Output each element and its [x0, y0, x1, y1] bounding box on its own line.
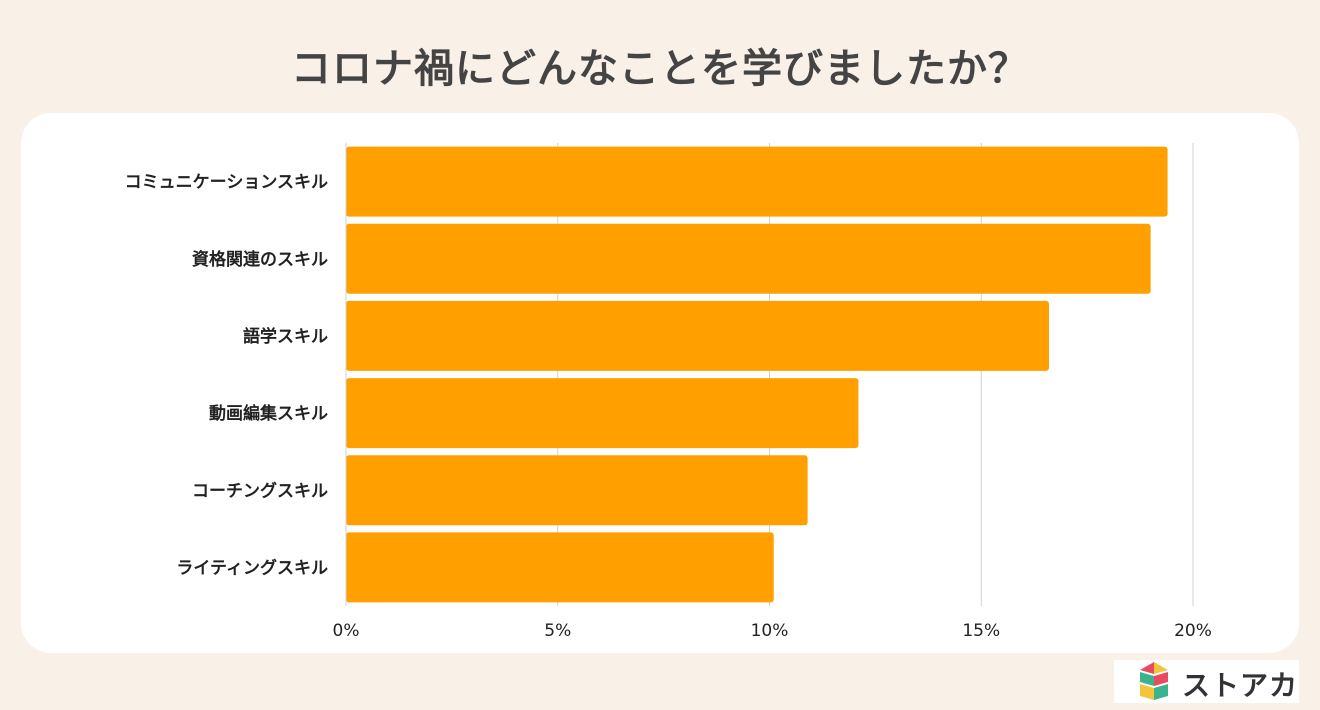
category-label: コーチングスキル [192, 480, 328, 501]
category-label: 資格関連のスキル [192, 249, 328, 270]
category-label: ライティングスキル [176, 557, 328, 578]
bar [346, 378, 859, 449]
x-tick-label: 15% [962, 621, 1000, 641]
x-tick-label: 5% [544, 621, 571, 641]
category-label: 語学スキル [243, 326, 328, 347]
bar [346, 532, 774, 603]
bar [346, 300, 1050, 371]
bar [346, 223, 1151, 294]
x-tick-label: 0% [333, 621, 360, 641]
storeaca-logo-icon [1140, 662, 1168, 700]
x-tick-label: 20% [1174, 621, 1212, 641]
category-label: 動画編集スキル [209, 403, 328, 424]
bar-chart: 0% 5% 10% 15% 20% コミュニケーションスキル資格関連のスキル語学スキル動画… [125, 143, 1212, 641]
chart-title: コロナ禍にどんなことを学びましたか？ [291, 46, 1029, 92]
chart-panel: 0% 5% 10% 15% 20% コミュニケーションスキル資格関連のスキル語学スキル動画… [21, 113, 1299, 653]
bar [346, 455, 808, 526]
brand-logo: ストアカ [1114, 660, 1299, 703]
category-label: コミュニケーションスキル [125, 173, 328, 193]
x-tick-label: 10% [751, 621, 789, 641]
bar [346, 146, 1168, 217]
logo-text: ストアカ [1182, 669, 1299, 702]
